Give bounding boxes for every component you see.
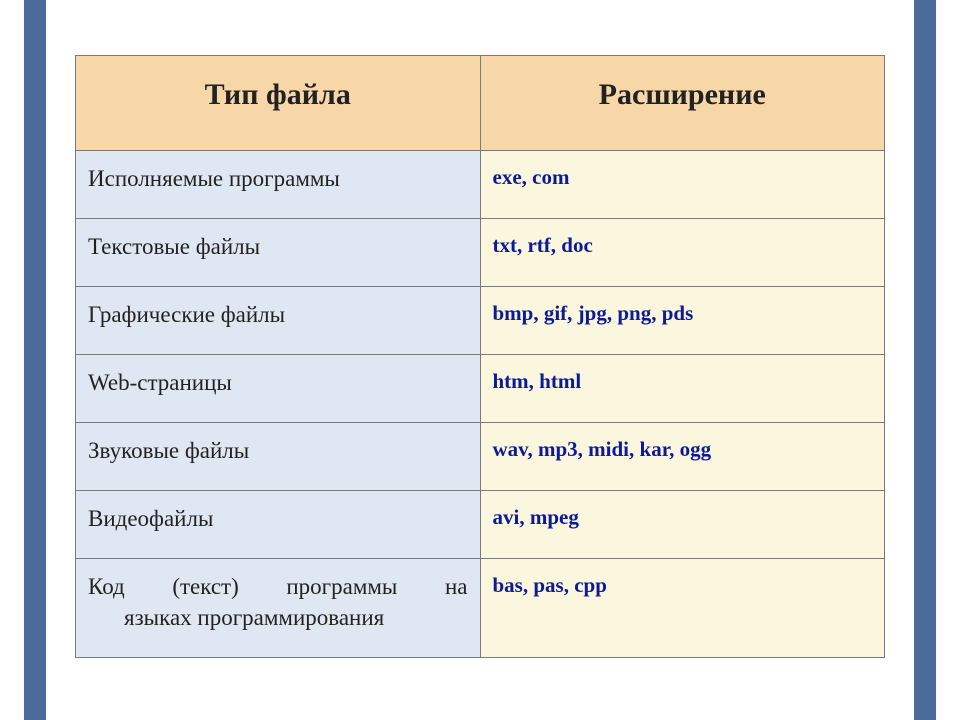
table-row: Звуковые файлы wav, mp3, midi, kar, ogg xyxy=(76,423,885,491)
ext-cell: txt, rtf, doc xyxy=(480,219,885,287)
file-types-table: Тип файла Расширение Исполняемые програм… xyxy=(75,55,885,658)
ext-cell: bas, pas, cpp xyxy=(480,559,885,658)
table-row: Графические файлы bmp, gif, jpg, png, pd… xyxy=(76,287,885,355)
frame-right-bar xyxy=(914,0,936,720)
ext-cell: bmp, gif, jpg, png, pds xyxy=(480,287,885,355)
type-cell: Графические файлы xyxy=(76,287,481,355)
ext-cell: exe, com xyxy=(480,151,885,219)
type-cell: Видеофайлы xyxy=(76,491,481,559)
file-types-table-container: Тип файла Расширение Исполняемые програм… xyxy=(75,55,885,658)
type-cell-line2: языках программирования xyxy=(88,602,468,633)
type-cell: Текстовые файлы xyxy=(76,219,481,287)
column-header-type: Тип файла xyxy=(76,56,481,151)
table-row: Код (текст) программы на языках программ… xyxy=(76,559,885,658)
table-row: Исполняемые программы exe, com xyxy=(76,151,885,219)
type-cell: Звуковые файлы xyxy=(76,423,481,491)
type-cell-line1: Код (текст) программы на xyxy=(88,571,468,602)
column-header-extension: Расширение xyxy=(480,56,885,151)
ext-cell: wav, mp3, midi, kar, ogg xyxy=(480,423,885,491)
type-cell: Web-страницы xyxy=(76,355,481,423)
table-row: Видеофайлы avi, mpeg xyxy=(76,491,885,559)
ext-cell: htm, html xyxy=(480,355,885,423)
ext-cell: avi, mpeg xyxy=(480,491,885,559)
type-cell: Исполняемые программы xyxy=(76,151,481,219)
frame-left-bar xyxy=(24,0,46,720)
table-row: Текстовые файлы txt, rtf, doc xyxy=(76,219,885,287)
table-row: Web-страницы htm, html xyxy=(76,355,885,423)
type-cell: Код (текст) программы на языках программ… xyxy=(76,559,481,658)
